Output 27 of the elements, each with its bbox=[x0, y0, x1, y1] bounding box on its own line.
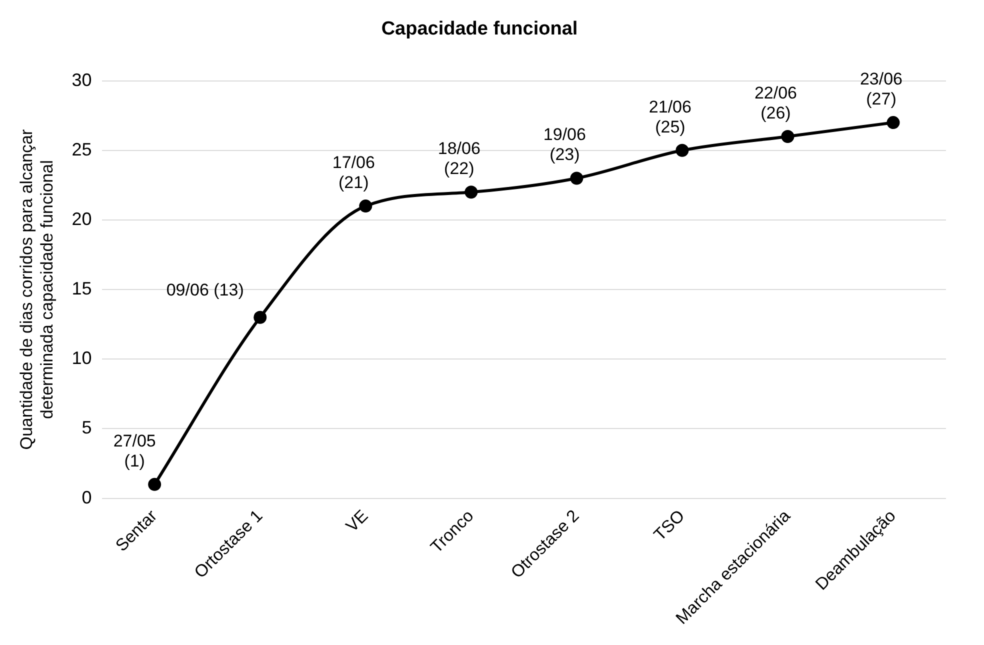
y-tick-label: 10 bbox=[72, 348, 92, 368]
point bbox=[148, 478, 162, 491]
y-tick-label: 20 bbox=[72, 208, 92, 229]
y-tick-label: 15 bbox=[72, 278, 92, 299]
data-label: 22/06 (26) bbox=[754, 83, 797, 122]
y-tick-label: 30 bbox=[72, 70, 92, 90]
x-tick-label: TSO bbox=[650, 506, 688, 544]
point bbox=[570, 172, 584, 185]
data-label: 09/06 (13) bbox=[166, 280, 244, 300]
data-label: 19/06 (23) bbox=[543, 125, 586, 164]
y-axis-title: Quantidade de dias corridos para alcançar determinada capacidade funcional bbox=[16, 129, 56, 450]
point bbox=[886, 116, 900, 130]
data-label: 21/06 (25) bbox=[648, 97, 692, 136]
y-tick-label: 25 bbox=[72, 139, 92, 160]
chart-title: Capacidade funcional bbox=[381, 18, 578, 40]
y-tick-label: 0 bbox=[82, 487, 92, 508]
data-label: 27/05 (1) bbox=[113, 431, 156, 470]
point bbox=[676, 144, 689, 157]
y-tick-label: 5 bbox=[82, 418, 92, 438]
data-label: 17/06 (21) bbox=[332, 153, 375, 192]
point bbox=[464, 186, 478, 199]
x-tick-label: VE bbox=[342, 506, 372, 536]
point bbox=[254, 310, 267, 324]
point bbox=[781, 130, 794, 143]
data-label: 18/06 (22) bbox=[438, 139, 480, 178]
data-label: 23/06 (27) bbox=[860, 70, 903, 109]
point bbox=[359, 200, 372, 213]
